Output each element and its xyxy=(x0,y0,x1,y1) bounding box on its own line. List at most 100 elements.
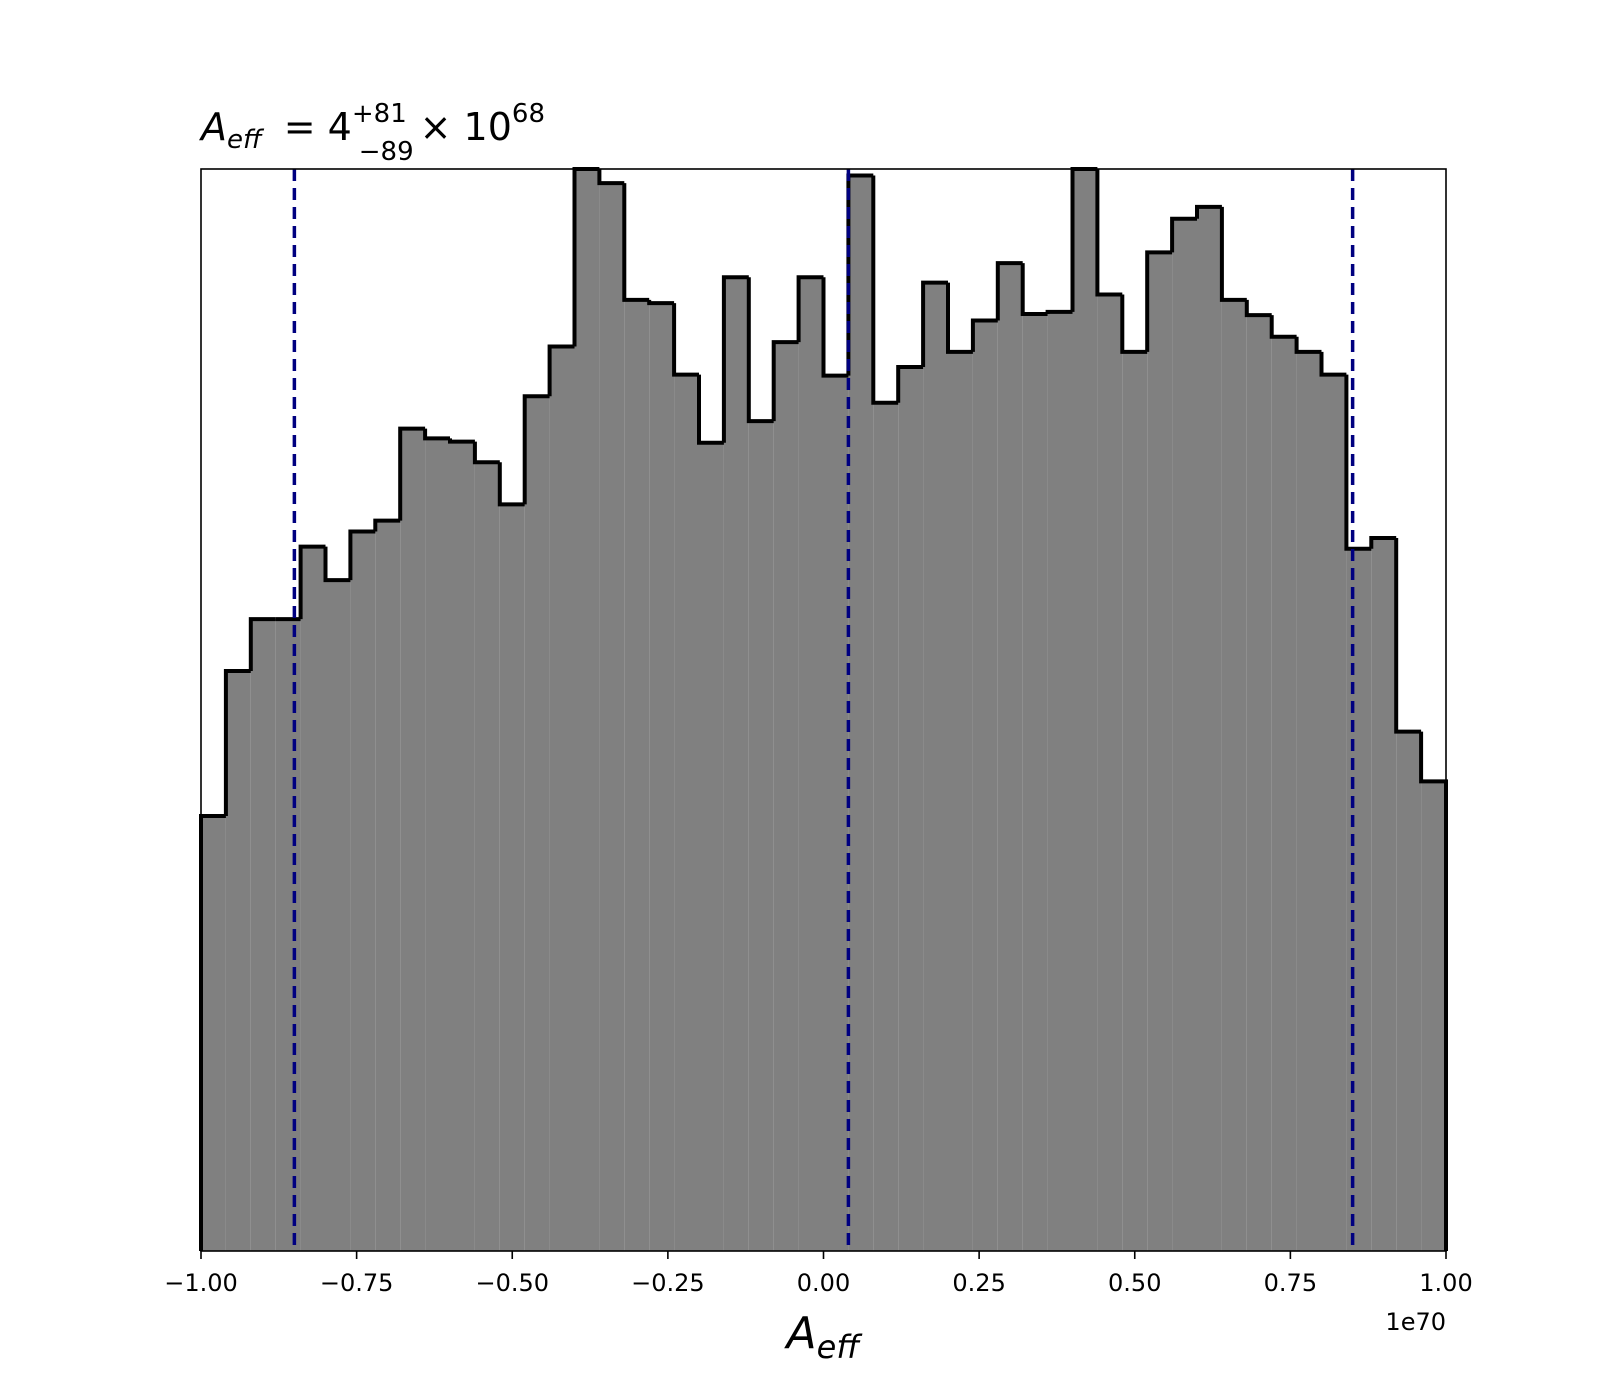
x-tick-label: 1.00 xyxy=(1419,1269,1472,1297)
title-symbol: A xyxy=(198,105,227,149)
bar xyxy=(848,175,874,1252)
bar xyxy=(997,263,1023,1251)
x-tick-label: 0.50 xyxy=(1108,1269,1161,1297)
bar-outline xyxy=(398,426,426,521)
bar xyxy=(1346,548,1372,1251)
bar-outline xyxy=(248,617,276,672)
bar-outline xyxy=(323,546,351,583)
bar-outline xyxy=(771,340,799,422)
bar-outline xyxy=(896,365,924,403)
bar xyxy=(1396,731,1422,1251)
bar-outline xyxy=(1344,374,1372,551)
bar-outline xyxy=(522,394,550,505)
bar xyxy=(624,299,650,1251)
bar-outline xyxy=(448,438,475,444)
bar xyxy=(325,580,351,1251)
bar-outline xyxy=(597,169,625,186)
bar xyxy=(1371,537,1397,1251)
bar-outline xyxy=(1095,169,1123,297)
bar-outline xyxy=(1219,206,1247,302)
bar-outline xyxy=(423,428,450,441)
bar-outline xyxy=(746,277,774,424)
bar-outline xyxy=(1394,537,1422,734)
bar xyxy=(250,619,276,1251)
bar xyxy=(599,183,625,1251)
bar-outline xyxy=(821,277,849,378)
bar-outline xyxy=(1369,535,1397,549)
chart-title: Aeff = 4+81 −89× 1068 xyxy=(198,99,545,167)
bar xyxy=(699,442,724,1252)
x-tick-label: −0.50 xyxy=(475,1269,549,1297)
title-exponent: 68 xyxy=(512,99,545,129)
bar xyxy=(898,367,924,1252)
x-label-symbol-sub: eff xyxy=(817,1328,864,1366)
bar xyxy=(300,546,326,1251)
bar xyxy=(1022,313,1048,1251)
bar xyxy=(275,619,301,1251)
bar-outline xyxy=(298,544,326,620)
bar-outline xyxy=(1120,294,1148,354)
bar xyxy=(450,441,475,1251)
bar-outline xyxy=(921,280,948,368)
title-value: = 4 xyxy=(284,105,352,149)
bar-outline xyxy=(1145,250,1173,352)
x-label-symbol: A xyxy=(784,1308,817,1359)
bar xyxy=(474,462,500,1251)
x-tick-label: −1.00 xyxy=(164,1269,238,1297)
bar xyxy=(1421,781,1446,1251)
bar xyxy=(201,816,226,1251)
bar xyxy=(773,342,799,1251)
bar xyxy=(1097,294,1123,1252)
title-symbol-sub: eff xyxy=(227,125,265,155)
bar xyxy=(1296,351,1322,1251)
bar xyxy=(798,277,824,1251)
bar xyxy=(723,277,749,1251)
x-tick-label: −0.25 xyxy=(631,1269,705,1297)
bar xyxy=(1147,252,1173,1252)
bar xyxy=(948,351,973,1251)
bar xyxy=(748,421,774,1252)
bar xyxy=(225,671,251,1251)
bar-outline xyxy=(672,303,699,377)
bar-outline xyxy=(348,529,376,581)
x-tick-label: 0.75 xyxy=(1264,1269,1317,1297)
bar-outline xyxy=(970,318,998,352)
bar-outline xyxy=(622,183,650,302)
bar xyxy=(1321,374,1347,1252)
bar xyxy=(549,346,575,1251)
bar xyxy=(400,428,426,1251)
bar xyxy=(823,375,849,1251)
bar xyxy=(649,303,675,1252)
bar xyxy=(1197,206,1222,1251)
bar-outline xyxy=(995,261,1023,321)
bar-outline xyxy=(497,462,525,507)
bar-outline xyxy=(1319,351,1347,377)
bar-outline xyxy=(796,275,824,343)
bar-outline xyxy=(1195,204,1222,219)
bar xyxy=(425,438,450,1252)
bar xyxy=(350,531,376,1251)
bar-outline xyxy=(1269,315,1297,339)
bar xyxy=(524,396,550,1252)
bar-outline xyxy=(721,275,749,443)
bar xyxy=(1271,336,1297,1252)
bar xyxy=(1221,299,1247,1251)
bar-outline xyxy=(1045,309,1073,314)
bar xyxy=(674,374,699,1252)
bar-outline xyxy=(1244,299,1272,318)
bar xyxy=(499,504,525,1251)
bar-outline xyxy=(1020,263,1048,316)
bar xyxy=(1122,351,1148,1251)
bar-outline xyxy=(1170,216,1197,253)
bar-outline xyxy=(547,344,575,397)
bar-outline xyxy=(871,175,899,405)
bar-outline xyxy=(946,282,973,354)
bar xyxy=(1246,315,1272,1251)
x-offset-label: 1e70 xyxy=(1385,1308,1446,1336)
bar-outline xyxy=(373,518,401,532)
bar xyxy=(375,520,401,1251)
title-lower: −89 xyxy=(359,137,414,167)
bar-outline xyxy=(647,299,675,306)
x-axis-label: Aeff xyxy=(784,1308,864,1366)
x-tick-label: −0.75 xyxy=(320,1269,394,1297)
